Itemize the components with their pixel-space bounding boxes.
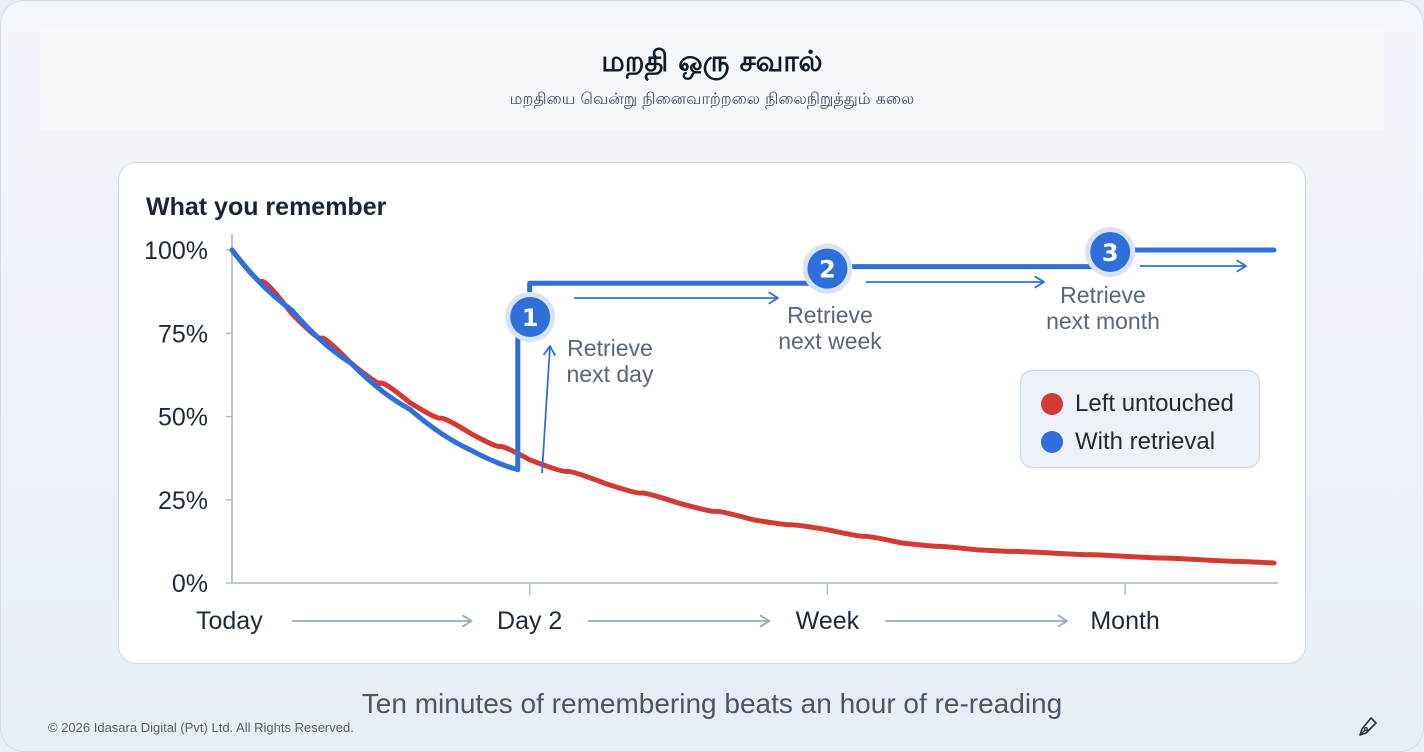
- chart-title: What you remember: [146, 193, 387, 221]
- retrieve-label: Retrieve: [787, 302, 873, 328]
- x-tick-label: Month: [1090, 607, 1159, 635]
- timeline-arrow-head: [461, 614, 473, 628]
- retrieve-label: next day: [567, 361, 654, 387]
- x-tick-label: Today: [196, 607, 263, 635]
- legend-item-untouched: Left untouched: [1041, 385, 1259, 423]
- header-band: மறதி ஒரு சவால் மறதியை வென்று நினைவாற்றலை…: [40, 30, 1384, 130]
- legend-swatch-red: [1041, 393, 1063, 415]
- page-title: மறதி ஒரு சவால்: [601, 44, 823, 78]
- legend-label-untouched: Left untouched: [1075, 390, 1234, 417]
- chart-legend: Left untouched With retrieval: [1020, 370, 1260, 468]
- y-tick-label: 75%: [158, 320, 208, 348]
- copyright-notice: © 2026 Idasara Digital (Pvt) Ltd. All Ri…: [48, 720, 354, 735]
- legend-swatch-blue: [1041, 431, 1063, 453]
- retrieve-arrow-up: [541, 345, 551, 474]
- retrieve-arrow-right-head: [768, 291, 779, 305]
- step-marker-1: [510, 296, 551, 337]
- x-tick-label: Day 2: [497, 607, 562, 635]
- step-number: 3: [1102, 239, 1119, 267]
- series-line-untouched: [229, 247, 1277, 566]
- chart-caption: Ten minutes of remembering beats an hour…: [361, 688, 1063, 719]
- pen-nib-icon: [1359, 717, 1377, 736]
- x-tick-label: Week: [796, 607, 860, 635]
- timeline-arrow-head: [759, 614, 771, 628]
- step-marker-2: [807, 248, 848, 289]
- y-tick-label: 0%: [172, 570, 208, 598]
- retrieve-label: next month: [1046, 308, 1160, 334]
- retrieve-arrow-right-head: [1034, 275, 1045, 289]
- timeline-arrow-head: [1057, 614, 1068, 628]
- step-number: 1: [522, 304, 539, 332]
- y-tick-label: 50%: [158, 404, 208, 432]
- step-marker-3: [1090, 232, 1131, 272]
- retrieve-arrow-right-head: [1236, 259, 1247, 273]
- step-number: 2: [819, 256, 836, 284]
- legend-item-retrieval: With retrieval: [1041, 423, 1259, 461]
- retrieve-arrow-up-head: [542, 345, 556, 357]
- page-subtitle: மறதியை வென்று நினைவாற்றலை நிலைநிறுத்தும்…: [509, 89, 915, 108]
- retrieve-label: next week: [778, 328, 882, 354]
- y-tick-label: 100%: [144, 237, 208, 265]
- series-line-retrieval: [229, 247, 1277, 473]
- y-tick-label: 25%: [158, 487, 208, 515]
- retrieve-label: Retrieve: [567, 335, 653, 361]
- legend-label-retrieval: With retrieval: [1075, 428, 1216, 455]
- retrieve-label: Retrieve: [1060, 282, 1146, 308]
